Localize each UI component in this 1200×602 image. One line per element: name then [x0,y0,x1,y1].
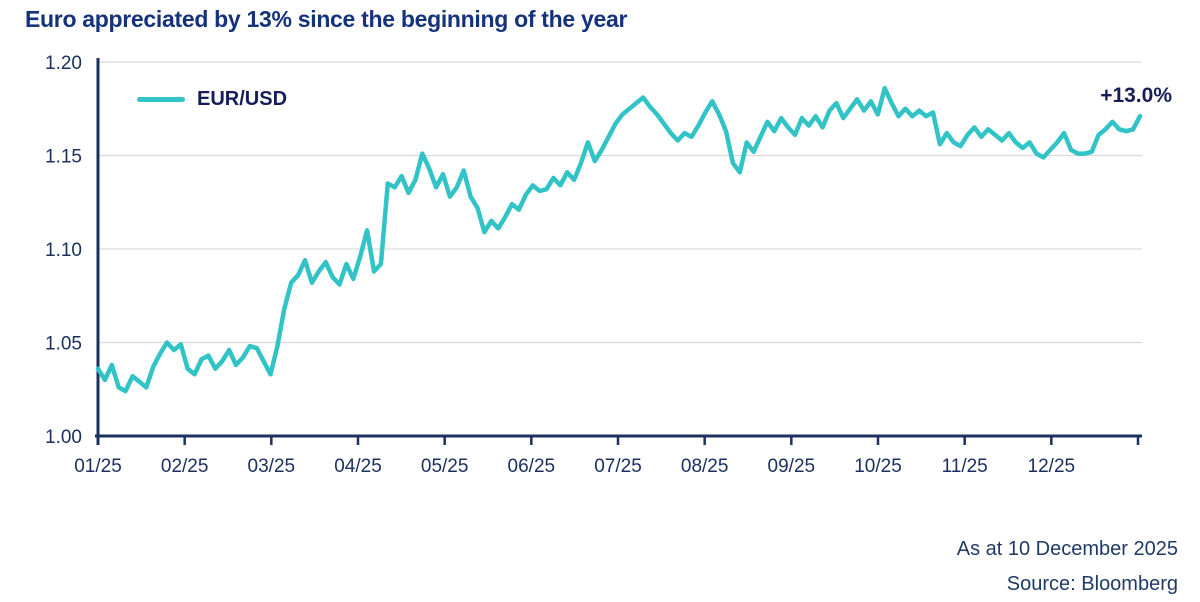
x-tick-label: 04/25 [334,456,382,477]
y-tick-label: 1.05 [45,334,82,355]
as-at-date: As at 10 December 2025 [956,538,1178,560]
percent-change-annotation: +13.0% [1100,84,1172,107]
legend-line-swatch [137,97,185,102]
legend: EUR/USD [137,88,287,111]
x-tick-label: 10/25 [854,456,902,477]
footer: As at 10 December 2025 Source: Bloomberg [957,532,1178,602]
x-tick-label: 03/25 [248,456,296,477]
x-tick-label: 06/25 [508,456,556,477]
y-tick-label: 1.10 [45,240,82,261]
x-tick-label: 07/25 [594,456,642,477]
source-credit: Source: Bloomberg [1006,573,1178,595]
y-tick-label: 1.15 [45,147,82,168]
x-tick-label: 09/25 [768,456,816,477]
eurusd-price-line [95,85,1143,394]
x-tick-label: 01/25 [74,456,122,477]
x-tick-label: 08/25 [681,456,729,477]
x-tick-label: 11/25 [942,456,988,477]
x-tick-label: 02/25 [161,456,209,477]
y-tick-label: 1.20 [45,53,82,74]
x-tick-label: 05/25 [421,456,469,477]
y-tick-label: 1.00 [45,427,82,448]
legend-series-label: EUR/USD [197,88,288,110]
x-tick-label: 12/25 [1028,456,1076,477]
chart-title: Euro appreciated by 13% since the beginn… [25,6,628,32]
